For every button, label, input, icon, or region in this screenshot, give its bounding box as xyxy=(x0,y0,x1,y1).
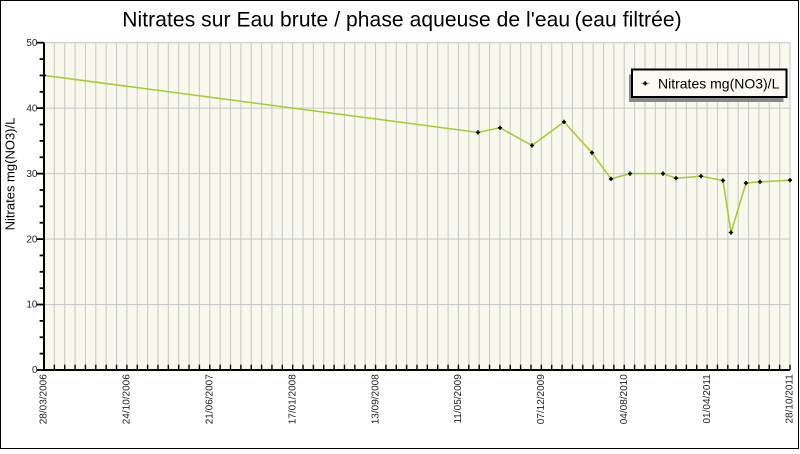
svg-text:11/05/2009: 11/05/2009 xyxy=(453,374,464,424)
svg-text:24/10/2006: 24/10/2006 xyxy=(122,374,133,424)
svg-text:04/08/2010: 04/08/2010 xyxy=(619,374,630,424)
svg-text:07/12/2009: 07/12/2009 xyxy=(536,374,547,424)
svg-text:10: 10 xyxy=(26,300,38,311)
svg-text:01/04/2011: 01/04/2011 xyxy=(702,374,713,424)
svg-text:20: 20 xyxy=(26,234,38,245)
svg-text:21/06/2007: 21/06/2007 xyxy=(205,374,216,424)
svg-text:30: 30 xyxy=(26,169,38,180)
svg-text:Nitrates mg(NO3)/L: Nitrates mg(NO3)/L xyxy=(658,75,780,91)
svg-text:17/01/2008: 17/01/2008 xyxy=(287,374,298,424)
svg-text:13/09/2008: 13/09/2008 xyxy=(370,374,381,424)
svg-text:28/10/2011: 28/10/2011 xyxy=(785,374,796,424)
svg-text:50: 50 xyxy=(26,38,38,49)
svg-text:28/03/2006: 28/03/2006 xyxy=(39,374,50,424)
svg-text:Nitrates mg(NO3)/L: Nitrates mg(NO3)/L xyxy=(3,118,18,231)
svg-text:40: 40 xyxy=(26,103,38,114)
svg-text:Nitrates sur Eau brute / phase: Nitrates sur Eau brute / phase aqueuse d… xyxy=(122,8,681,31)
svg-text:0: 0 xyxy=(32,365,38,376)
